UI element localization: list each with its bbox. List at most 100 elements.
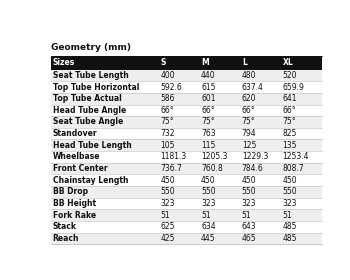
Bar	[50, 151, 322, 163]
Text: 51: 51	[282, 211, 292, 220]
Bar	[50, 186, 322, 198]
Text: 784.6: 784.6	[242, 164, 264, 173]
Bar	[50, 56, 159, 70]
Text: 1181.3: 1181.3	[160, 152, 187, 162]
Text: 75°: 75°	[282, 118, 296, 127]
Text: 659.9: 659.9	[282, 83, 304, 92]
Text: Head Tube Angle: Head Tube Angle	[53, 106, 126, 115]
Text: M: M	[201, 59, 209, 67]
Text: 736.7: 736.7	[160, 164, 182, 173]
Text: 625: 625	[160, 222, 175, 231]
Text: 450: 450	[282, 176, 297, 185]
Text: 75°: 75°	[201, 118, 215, 127]
Text: Geometry (mm): Geometry (mm)	[50, 43, 131, 52]
Bar	[50, 233, 322, 244]
Text: 66°: 66°	[242, 106, 256, 115]
Text: 125: 125	[242, 141, 256, 150]
Text: 66°: 66°	[160, 106, 174, 115]
Text: 1205.3: 1205.3	[201, 152, 228, 162]
Text: 550: 550	[282, 187, 297, 196]
Text: 425: 425	[160, 234, 175, 243]
Text: 75°: 75°	[160, 118, 174, 127]
Text: 51: 51	[242, 211, 251, 220]
Text: 825: 825	[282, 129, 297, 138]
Text: 465: 465	[242, 234, 257, 243]
Text: L: L	[242, 59, 247, 67]
Text: 445: 445	[201, 234, 216, 243]
Text: 323: 323	[201, 199, 216, 208]
Text: 637.4: 637.4	[242, 83, 264, 92]
Text: 75°: 75°	[242, 118, 256, 127]
Bar	[50, 221, 322, 233]
Text: 550: 550	[242, 187, 257, 196]
Text: 323: 323	[282, 199, 297, 208]
Bar	[50, 104, 322, 116]
Text: 450: 450	[160, 176, 175, 185]
Text: 601: 601	[201, 94, 216, 103]
Bar	[50, 209, 322, 221]
Text: 615: 615	[201, 83, 216, 92]
Text: 592.6: 592.6	[160, 83, 182, 92]
Text: 480: 480	[242, 71, 256, 80]
Text: Stack: Stack	[53, 222, 77, 231]
Text: 634: 634	[201, 222, 216, 231]
Text: 66°: 66°	[201, 106, 215, 115]
Text: Seat Tube Length: Seat Tube Length	[53, 71, 128, 80]
Text: 586: 586	[160, 94, 175, 103]
Text: 450: 450	[201, 176, 216, 185]
Text: 51: 51	[201, 211, 211, 220]
Bar	[240, 56, 281, 70]
Bar	[50, 70, 322, 81]
Text: 550: 550	[160, 187, 175, 196]
Text: 400: 400	[160, 71, 175, 80]
Text: Seat Tube Angle: Seat Tube Angle	[53, 118, 123, 127]
Text: 323: 323	[242, 199, 256, 208]
Text: 450: 450	[242, 176, 257, 185]
Text: 794: 794	[242, 129, 257, 138]
Text: BB Height: BB Height	[53, 199, 96, 208]
Text: Sizes: Sizes	[53, 59, 75, 67]
Text: 732: 732	[160, 129, 175, 138]
Text: Top Tube Horizontal: Top Tube Horizontal	[53, 83, 139, 92]
Bar	[200, 56, 240, 70]
Text: 520: 520	[282, 71, 297, 80]
Bar	[281, 56, 322, 70]
Text: 135: 135	[282, 141, 297, 150]
Text: Standover: Standover	[53, 129, 97, 138]
Text: 440: 440	[201, 71, 216, 80]
Bar	[159, 56, 200, 70]
Text: 66°: 66°	[282, 106, 296, 115]
Text: 1229.3: 1229.3	[242, 152, 268, 162]
Bar	[50, 198, 322, 209]
Bar	[50, 128, 322, 139]
Text: Top Tube Actual: Top Tube Actual	[53, 94, 121, 103]
Bar	[50, 116, 322, 128]
Text: Front Center: Front Center	[53, 164, 107, 173]
Text: Reach: Reach	[53, 234, 79, 243]
Text: 550: 550	[201, 187, 216, 196]
Text: 760.8: 760.8	[201, 164, 223, 173]
Text: BB Drop: BB Drop	[53, 187, 88, 196]
Text: Wheelbase: Wheelbase	[53, 152, 100, 162]
Text: 620: 620	[242, 94, 256, 103]
Text: 641: 641	[282, 94, 297, 103]
Bar	[50, 93, 322, 104]
Text: 105: 105	[160, 141, 175, 150]
Text: 1253.4: 1253.4	[282, 152, 309, 162]
Text: Chainstay Length: Chainstay Length	[53, 176, 128, 185]
Text: XL: XL	[282, 59, 293, 67]
Text: S: S	[160, 59, 166, 67]
Bar	[50, 163, 322, 174]
Text: 485: 485	[282, 234, 297, 243]
Text: 115: 115	[201, 141, 216, 150]
Text: 485: 485	[282, 222, 297, 231]
Text: 763: 763	[201, 129, 216, 138]
Text: 323: 323	[160, 199, 175, 208]
Bar	[50, 139, 322, 151]
Text: Head Tube Length: Head Tube Length	[53, 141, 132, 150]
Text: Fork Rake: Fork Rake	[53, 211, 96, 220]
Text: 51: 51	[160, 211, 170, 220]
Text: 643: 643	[242, 222, 257, 231]
Bar	[50, 174, 322, 186]
Text: 808.7: 808.7	[282, 164, 304, 173]
